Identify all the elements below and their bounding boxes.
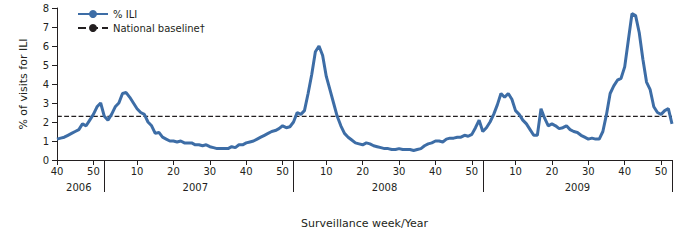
svg-text:50: 50 [465, 166, 478, 177]
svg-text:1: 1 [43, 136, 49, 147]
svg-text:10: 10 [320, 166, 333, 177]
svg-text:3: 3 [43, 98, 49, 109]
svg-text:40: 40 [51, 166, 64, 177]
svg-text:50: 50 [87, 166, 100, 177]
svg-text:National baseline†: National baseline† [113, 23, 205, 34]
svg-text:% ILI: % ILI [113, 9, 137, 20]
svg-text:40: 40 [618, 166, 631, 177]
svg-text:2007: 2007 [183, 182, 208, 193]
svg-text:2: 2 [43, 117, 49, 128]
svg-text:Surveillance week/Year: Surveillance week/Year [301, 217, 428, 230]
svg-text:2006: 2006 [66, 182, 91, 193]
svg-text:0: 0 [43, 155, 49, 166]
svg-text:10: 10 [509, 166, 522, 177]
svg-text:50: 50 [276, 166, 289, 177]
svg-text:20: 20 [546, 166, 559, 177]
svg-text:5: 5 [43, 60, 49, 71]
svg-text:30: 30 [393, 166, 406, 177]
svg-text:20: 20 [167, 166, 180, 177]
svg-text:4: 4 [43, 79, 49, 90]
svg-text:% of visits for ILI: % of visits for ILI [17, 38, 30, 129]
svg-text:10: 10 [131, 166, 144, 177]
svg-text:40: 40 [429, 166, 442, 177]
svg-text:30: 30 [203, 166, 216, 177]
svg-text:40: 40 [240, 166, 253, 177]
svg-text:6: 6 [43, 41, 49, 52]
svg-text:30: 30 [582, 166, 595, 177]
svg-text:50: 50 [655, 166, 668, 177]
svg-text:8: 8 [43, 3, 49, 14]
svg-text:20: 20 [356, 166, 369, 177]
svg-text:2009: 2009 [565, 182, 590, 193]
svg-text:2008: 2008 [372, 182, 397, 193]
svg-text:7: 7 [43, 22, 49, 33]
